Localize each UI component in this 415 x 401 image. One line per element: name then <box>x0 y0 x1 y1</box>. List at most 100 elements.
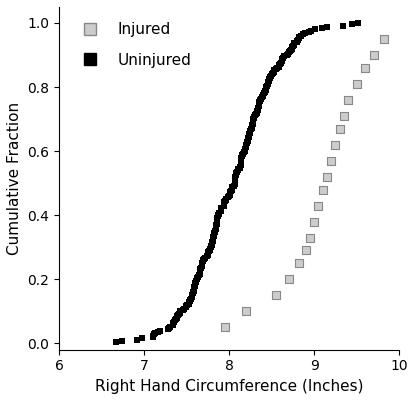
Uninjured <box>230 182 237 189</box>
Uninjured <box>199 259 205 266</box>
Uninjured <box>192 281 198 288</box>
Uninjured <box>286 49 293 56</box>
Uninjured <box>217 207 224 213</box>
Injured <box>362 65 369 71</box>
Uninjured <box>198 262 205 268</box>
Uninjured <box>290 43 296 49</box>
Uninjured <box>212 227 219 234</box>
Uninjured <box>214 220 220 226</box>
Uninjured <box>221 199 228 206</box>
Uninjured <box>271 67 278 74</box>
Uninjured <box>250 117 257 124</box>
Uninjured <box>192 280 198 286</box>
Legend: Injured, Uninjured: Injured, Uninjured <box>67 14 199 75</box>
Uninjured <box>246 130 253 136</box>
Uninjured <box>284 51 291 57</box>
Uninjured <box>244 140 251 147</box>
Uninjured <box>265 80 271 86</box>
Uninjured <box>151 331 157 338</box>
Injured <box>328 158 334 164</box>
Uninjured <box>232 174 239 180</box>
Uninjured <box>214 216 221 222</box>
Injured <box>381 36 387 42</box>
Uninjured <box>174 314 181 321</box>
Uninjured <box>254 108 261 115</box>
Uninjured <box>177 308 183 314</box>
Injured <box>324 174 330 180</box>
Uninjured <box>279 56 286 62</box>
Uninjured <box>270 69 277 75</box>
Uninjured <box>254 109 260 116</box>
Uninjured <box>255 105 261 112</box>
Uninjured <box>237 160 244 166</box>
Uninjured <box>262 88 269 94</box>
Uninjured <box>211 233 217 239</box>
Uninjured <box>205 249 212 255</box>
Uninjured <box>170 320 177 326</box>
Uninjured <box>269 71 276 77</box>
Uninjured <box>212 225 219 231</box>
Uninjured <box>287 47 294 53</box>
Uninjured <box>199 261 205 267</box>
Uninjured <box>254 107 261 113</box>
Uninjured <box>202 254 208 261</box>
Uninjured <box>195 273 201 280</box>
Uninjured <box>113 339 120 345</box>
Uninjured <box>306 29 312 35</box>
Injured <box>320 186 326 193</box>
Uninjured <box>189 289 196 295</box>
Uninjured <box>193 277 200 284</box>
Uninjured <box>232 179 238 185</box>
Uninjured <box>170 322 176 329</box>
Uninjured <box>197 270 203 276</box>
Uninjured <box>182 304 189 311</box>
Uninjured <box>283 52 290 58</box>
Uninjured <box>152 330 159 336</box>
Uninjured <box>239 153 245 160</box>
Uninjured <box>267 75 273 81</box>
Uninjured <box>203 253 210 259</box>
Uninjured <box>118 338 125 344</box>
Uninjured <box>223 195 229 202</box>
Uninjured <box>205 252 211 258</box>
Uninjured <box>349 21 355 27</box>
Uninjured <box>319 25 325 31</box>
Uninjured <box>149 334 156 340</box>
Injured <box>286 276 292 282</box>
Uninjured <box>208 243 215 249</box>
Injured <box>303 247 309 254</box>
Uninjured <box>275 63 282 70</box>
Uninjured <box>258 94 265 101</box>
Uninjured <box>238 158 244 164</box>
Uninjured <box>237 161 244 167</box>
Uninjured <box>176 311 183 317</box>
Uninjured <box>251 113 258 120</box>
Uninjured <box>250 120 256 126</box>
Injured <box>311 219 317 225</box>
Uninjured <box>235 166 242 172</box>
Uninjured <box>247 128 254 134</box>
Uninjured <box>274 65 281 71</box>
Uninjured <box>220 203 227 209</box>
Uninjured <box>265 79 272 85</box>
Injured <box>315 203 322 209</box>
Uninjured <box>200 255 207 262</box>
Uninjured <box>214 215 221 221</box>
Injured <box>341 113 347 119</box>
Uninjured <box>210 235 217 241</box>
Uninjured <box>234 168 241 175</box>
Uninjured <box>186 299 193 306</box>
Uninjured <box>249 124 255 130</box>
Uninjured <box>227 189 233 195</box>
Uninjured <box>186 298 193 304</box>
Uninjured <box>278 59 284 66</box>
Uninjured <box>174 313 181 320</box>
Uninjured <box>213 221 220 227</box>
Uninjured <box>247 129 254 135</box>
Uninjured <box>192 279 199 285</box>
Uninjured <box>242 145 249 152</box>
Uninjured <box>244 138 251 144</box>
Uninjured <box>176 310 183 316</box>
Uninjured <box>221 202 227 208</box>
Uninjured <box>256 102 262 108</box>
